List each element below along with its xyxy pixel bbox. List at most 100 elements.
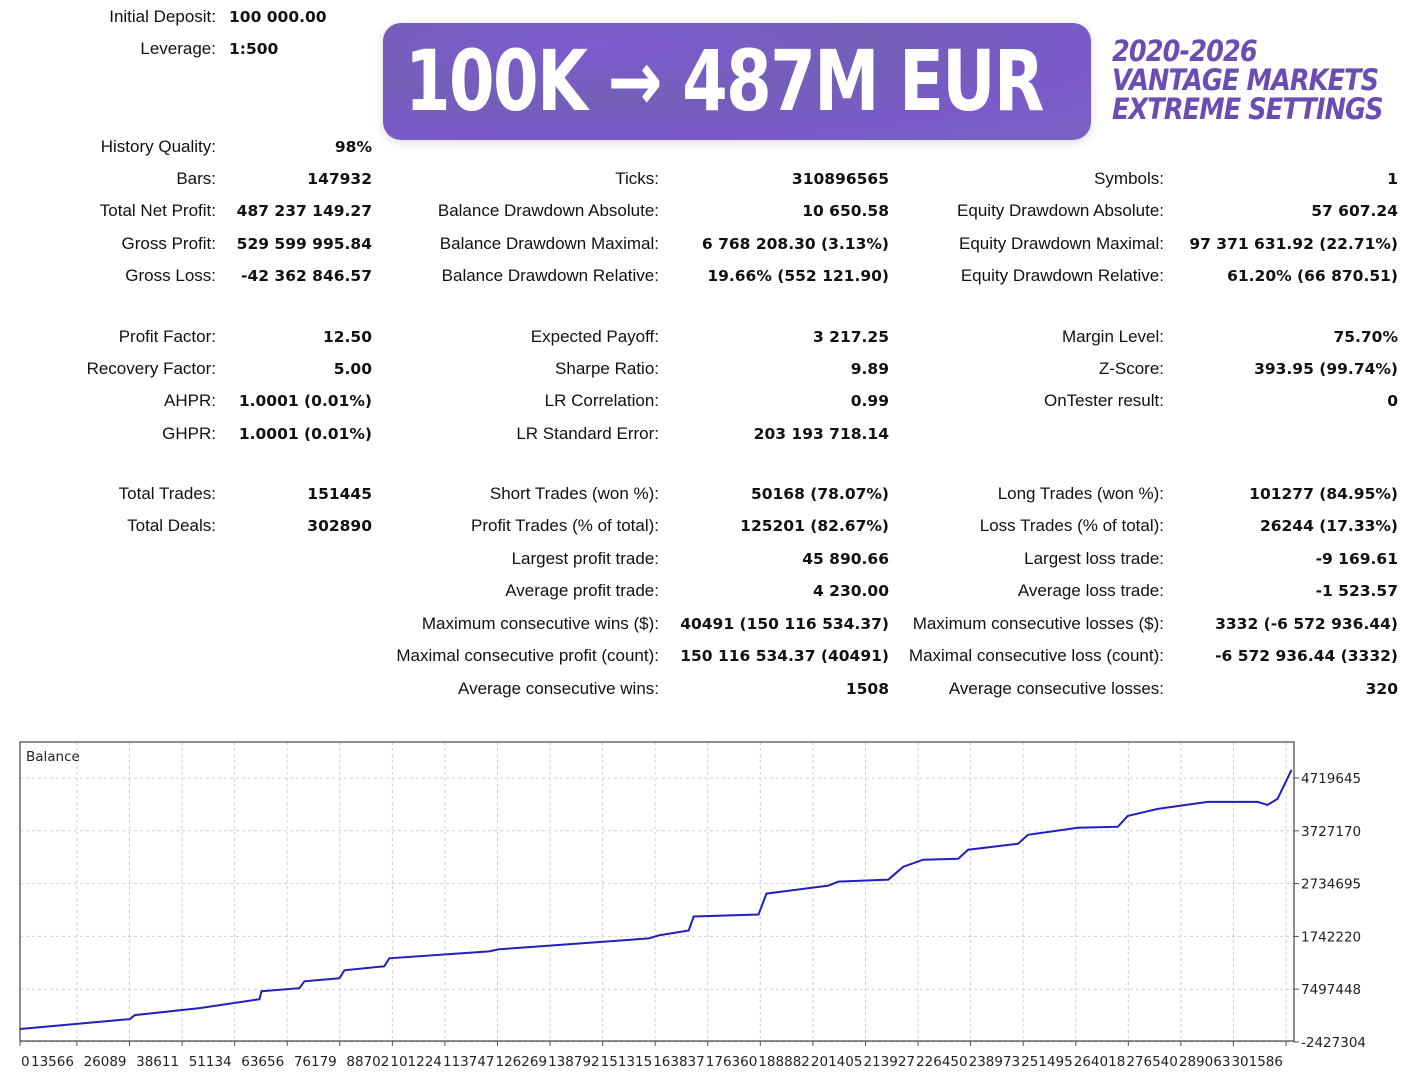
stat-label: Gross Loss:	[125, 266, 216, 285]
stat-value: 320	[1365, 680, 1398, 698]
stat-label: Ticks:	[615, 169, 659, 188]
stat-value: 4 230.00	[813, 582, 889, 600]
stat-value: 1.0001 (0.01%)	[238, 425, 372, 443]
x-tick-label: 113747	[443, 1054, 495, 1070]
y-tick-label: -2427304	[1301, 1035, 1366, 1051]
plot-border	[19, 741, 1295, 1042]
x-tick-label: 13566	[31, 1054, 74, 1070]
stat-label: Profit Trades (% of total):	[470, 516, 659, 535]
x-tick-label: 238973	[969, 1054, 1021, 1070]
stat-value: 0.99	[850, 392, 889, 410]
stat-label: Balance Drawdown Relative:	[441, 266, 659, 285]
stat-label: History Quality:	[100, 137, 216, 156]
stat-label: Equity Drawdown Absolute:	[957, 201, 1164, 220]
x-tick-label: 151315	[601, 1054, 653, 1070]
stat-value: 1508	[845, 680, 889, 698]
stat-label: Largest loss trade:	[1024, 549, 1164, 568]
x-tick-label: 213927	[863, 1054, 915, 1070]
headline-banner: 100K → 487M EUR	[383, 23, 1091, 140]
stat-value: 40491 (150 116 534.37)	[680, 615, 889, 633]
stat-label: GHPR:	[162, 424, 216, 443]
stat-value: 57 607.24	[1311, 202, 1398, 220]
balance-line	[19, 769, 1293, 1030]
stat-label: Balance Drawdown Absolute:	[437, 201, 659, 220]
stat-value: 9.89	[850, 360, 889, 378]
x-tick-label: 51134	[189, 1054, 232, 1070]
stat-value: 125201 (82.67%)	[740, 517, 889, 535]
stat-value: 26244 (17.33%)	[1259, 517, 1398, 535]
stat-value: 393.95 (99.74%)	[1254, 360, 1398, 378]
stat-value: 10 650.58	[802, 202, 889, 220]
stat-label: Leverage:	[140, 39, 216, 58]
stat-label: LR Correlation:	[544, 391, 659, 410]
stat-label: Recovery Factor:	[86, 359, 216, 378]
stat-label: Profit Factor:	[118, 327, 216, 346]
stat-label: Average loss trade:	[1017, 581, 1164, 600]
x-tick-label: 76179	[294, 1054, 337, 1070]
banner-headline: 100K → 487M EUR	[405, 32, 1044, 130]
stat-value: 19.66% (552 121.90)	[707, 267, 889, 285]
x-tick-label: 301586	[1231, 1054, 1283, 1070]
stat-value: 1:500	[229, 40, 279, 58]
stat-label: Initial Deposit:	[109, 7, 216, 26]
plot-area	[20, 742, 1294, 1041]
stat-label: Margin Level:	[1061, 327, 1164, 346]
stat-value: 310896565	[791, 170, 889, 188]
stat-value: 151445	[307, 485, 372, 503]
stat-label: Total Net Profit:	[99, 201, 216, 220]
stat-label: Equity Drawdown Maximal:	[958, 234, 1164, 253]
stat-value: -1 523.57	[1315, 582, 1398, 600]
stat-label: Maximum consecutive wins ($):	[421, 614, 659, 633]
x-tick-label: 226450	[916, 1054, 968, 1070]
stat-value: 6 768 208.30 (3.13%)	[701, 235, 889, 253]
x-tick-label: 63656	[241, 1054, 284, 1070]
stat-label: Maximal consecutive profit (count):	[396, 646, 659, 665]
tagline-broker: VANTAGE MARKETS	[1112, 63, 1379, 97]
stat-label: Gross Profit:	[121, 234, 216, 253]
stat-value: 1.0001 (0.01%)	[238, 392, 372, 410]
stat-label: AHPR:	[164, 391, 216, 410]
stat-label: Equity Drawdown Relative:	[960, 266, 1164, 285]
x-tick-label: 138792	[548, 1054, 600, 1070]
stat-value: -6 572 936.44 (3332)	[1215, 647, 1398, 665]
stat-value: 3332 (-6 572 936.44)	[1215, 615, 1398, 633]
x-tick-label: 176360	[706, 1054, 758, 1070]
stat-value: 529 599 995.84	[236, 235, 372, 253]
stat-value: 0	[1387, 392, 1398, 410]
stat-value: -9 169.61	[1315, 550, 1398, 568]
stat-label: Maximum consecutive losses ($):	[912, 614, 1164, 633]
stat-label: Short Trades (won %):	[489, 484, 659, 503]
stat-value: 12.50	[322, 328, 372, 346]
y-tick-label: 4719645	[1301, 771, 1361, 787]
tagline: 2020-2026 VANTAGE MARKETS EXTREME SETTIN…	[1112, 37, 1384, 124]
stat-label: Average consecutive wins:	[458, 679, 659, 698]
balance-chart: 4719645 3727170 2734695 1742220 7497448 -2427…	[19, 741, 1366, 1070]
y-tick-label: 3727170	[1301, 824, 1361, 840]
x-tick-label: 0	[21, 1054, 30, 1070]
x-tick-label: 188882	[758, 1054, 810, 1070]
stat-value: 1	[1387, 170, 1398, 188]
x-tick-label: 276540	[1126, 1054, 1178, 1070]
stat-label: Total Trades:	[118, 484, 216, 503]
y-tick-label: 7497448	[1301, 982, 1361, 998]
stat-label: Symbols:	[1094, 169, 1164, 188]
stat-value: 98%	[334, 138, 372, 156]
stat-value: 302890	[307, 517, 372, 535]
x-tick-label: 289063	[1179, 1054, 1231, 1070]
stat-value: 203 193 718.14	[753, 425, 889, 443]
stat-value: 150 116 534.37 (40491)	[680, 647, 889, 665]
stat-value: 3 217.25	[813, 328, 889, 346]
stat-value: 101277 (84.95%)	[1249, 485, 1398, 503]
x-tick-label: 201405	[811, 1054, 863, 1070]
chart-title: Balance	[26, 749, 80, 765]
stat-label: Bars:	[176, 169, 216, 188]
stat-value: -42 362 846.57	[241, 267, 372, 285]
x-tick-label: 163837	[653, 1054, 705, 1070]
x-tick-label: 38611	[136, 1054, 179, 1070]
y-tick-label: 1742220	[1301, 929, 1361, 945]
stat-label: Balance Drawdown Maximal:	[439, 234, 659, 253]
x-tick-label: 26089	[84, 1054, 127, 1070]
x-tick-label: 251495	[1021, 1054, 1073, 1070]
stat-value: 100 000.00	[229, 8, 327, 26]
stat-label: Average consecutive losses:	[948, 679, 1164, 698]
